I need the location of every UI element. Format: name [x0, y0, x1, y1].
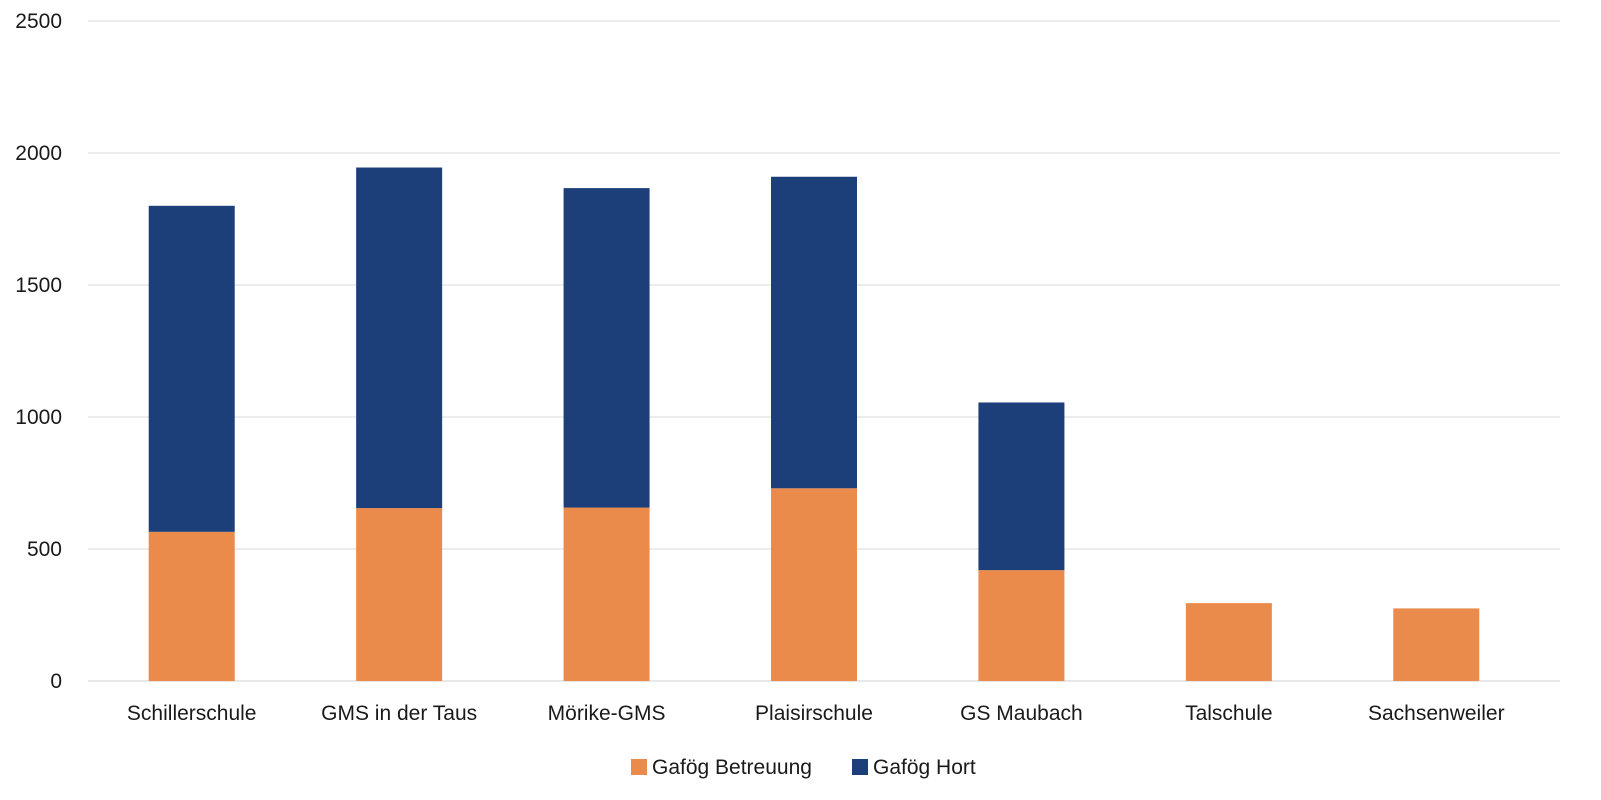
x-category-label: Sachsenweiler	[1368, 702, 1505, 725]
legend-swatch	[852, 759, 868, 775]
y-tick-label: 0	[50, 670, 62, 693]
y-axis-ticks: 0 500 1000 1500 2000 2500	[15, 10, 62, 693]
y-tick-label: 2000	[15, 142, 62, 165]
bars	[148, 167, 1480, 681]
x-category-label: Schillerschule	[127, 702, 257, 725]
x-category-label: Talschule	[1185, 702, 1273, 725]
bar-betreuung-0	[148, 531, 235, 681]
x-axis-categories: Schillerschule GMS in der Taus Mörike-GMS P…	[127, 702, 1505, 725]
y-tick-label: 500	[27, 538, 62, 561]
bar-betreuung-2	[563, 507, 650, 681]
bar-hort-3	[771, 176, 857, 489]
bar-betreuung-5	[1185, 603, 1272, 681]
legend-label: Gafög Betreuung	[652, 756, 812, 779]
bar-betreuung-1	[356, 508, 443, 681]
bar-betreuung-3	[771, 488, 857, 681]
y-tick-label: 2500	[15, 10, 62, 33]
bar-hort-4	[978, 402, 1065, 571]
y-tick-label: 1500	[15, 274, 62, 297]
legend-swatch	[631, 759, 647, 775]
legend-label: Gafög Hort	[873, 756, 976, 779]
x-category-label: GS Maubach	[960, 702, 1083, 725]
bar-hort-2	[563, 188, 650, 508]
legend: Gafög Betreuung Gafög Hort	[631, 756, 976, 779]
bar-betreuung-4	[978, 570, 1065, 681]
x-category-label: Plaisirschule	[755, 702, 873, 725]
y-tick-label: 1000	[15, 406, 62, 429]
bar-betreuung-6	[1393, 608, 1480, 681]
bar-hort-0	[148, 205, 235, 532]
x-category-label: GMS in der Taus	[321, 702, 477, 725]
bar-hort-1	[356, 167, 443, 509]
x-category-label: Mörike-GMS	[548, 702, 666, 725]
